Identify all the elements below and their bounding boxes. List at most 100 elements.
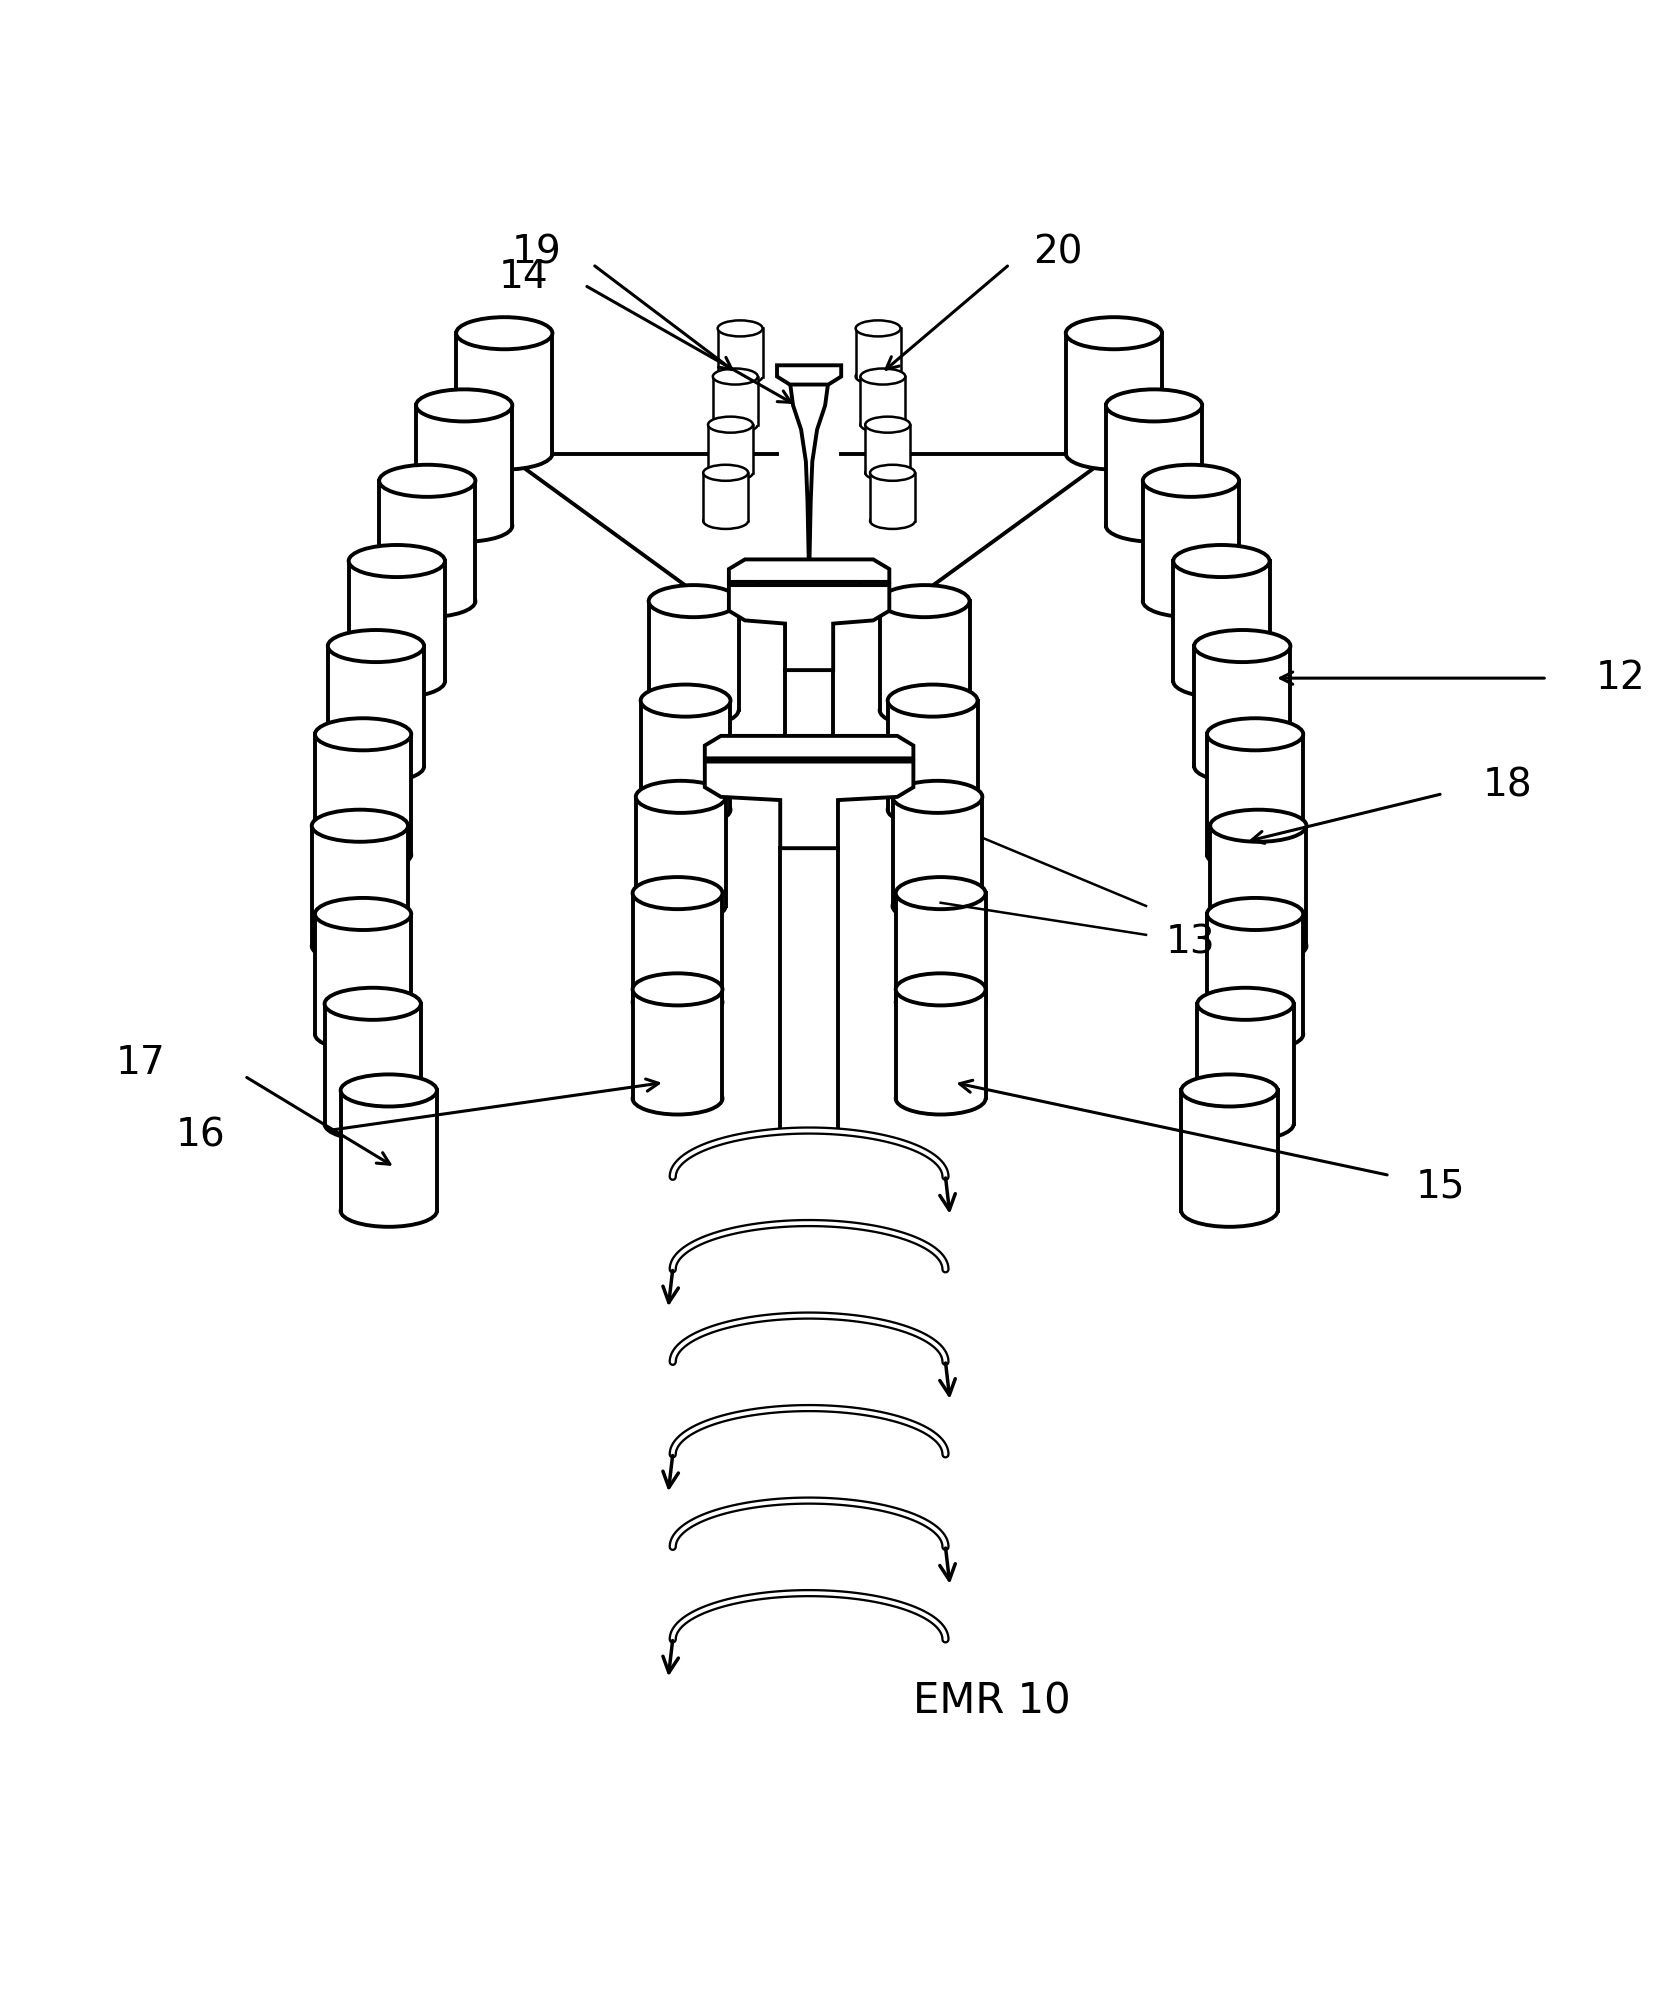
Ellipse shape [1197,1109,1294,1141]
Polygon shape [880,601,970,709]
Polygon shape [311,825,409,947]
Ellipse shape [324,987,420,1019]
Ellipse shape [1106,509,1202,541]
Ellipse shape [649,693,738,725]
Ellipse shape [314,897,410,929]
Ellipse shape [341,1195,437,1227]
Ellipse shape [636,889,725,921]
Polygon shape [1182,1091,1278,1211]
Ellipse shape [1066,318,1162,350]
Ellipse shape [415,390,513,422]
Ellipse shape [314,839,410,871]
Ellipse shape [1197,987,1294,1019]
Ellipse shape [871,466,915,482]
Ellipse shape [640,685,730,717]
Ellipse shape [632,877,723,909]
Polygon shape [1173,561,1269,681]
Text: EMR 10: EMR 10 [914,1680,1071,1722]
Text: 14: 14 [498,258,548,296]
Polygon shape [1210,825,1306,947]
Ellipse shape [892,781,983,813]
Polygon shape [1206,913,1302,1035]
Ellipse shape [1195,751,1291,783]
Ellipse shape [324,1109,420,1141]
Polygon shape [314,735,410,855]
Ellipse shape [1210,809,1306,841]
Polygon shape [895,893,986,1003]
Text: 16: 16 [175,1117,225,1155]
Ellipse shape [632,973,723,1005]
Text: 12: 12 [1595,659,1645,697]
Polygon shape [349,561,445,681]
Polygon shape [1197,1003,1294,1125]
Ellipse shape [892,889,983,921]
Ellipse shape [1066,438,1162,470]
Ellipse shape [314,1019,410,1051]
Ellipse shape [1206,897,1302,929]
Ellipse shape [311,929,409,963]
Ellipse shape [856,368,900,384]
Ellipse shape [861,418,905,434]
Ellipse shape [640,793,730,825]
Ellipse shape [457,318,553,350]
Polygon shape [632,989,723,1099]
Polygon shape [703,474,748,521]
Text: 19: 19 [511,234,561,272]
Polygon shape [328,645,424,767]
Polygon shape [895,989,986,1099]
Ellipse shape [379,585,475,617]
Ellipse shape [349,545,445,577]
Ellipse shape [895,877,986,909]
Ellipse shape [1106,390,1202,422]
Ellipse shape [341,1075,437,1107]
Text: 20: 20 [1033,234,1082,272]
Ellipse shape [1195,629,1291,661]
Ellipse shape [1173,545,1269,577]
Ellipse shape [718,320,763,336]
Polygon shape [789,382,829,579]
Ellipse shape [379,466,475,498]
Ellipse shape [713,368,758,384]
Text: 15: 15 [1415,1167,1465,1205]
Ellipse shape [1182,1075,1278,1107]
Ellipse shape [311,809,409,841]
Ellipse shape [895,987,986,1019]
Polygon shape [457,334,553,454]
Ellipse shape [415,509,513,541]
Polygon shape [640,701,730,809]
Ellipse shape [895,1083,986,1115]
Polygon shape [708,426,753,474]
Text: 18: 18 [1483,767,1533,805]
Ellipse shape [856,320,900,336]
Ellipse shape [880,693,970,725]
Ellipse shape [708,466,753,482]
Ellipse shape [1206,717,1302,751]
Polygon shape [632,893,723,1003]
Ellipse shape [349,665,445,697]
Ellipse shape [866,418,910,434]
Ellipse shape [314,717,410,751]
Polygon shape [861,376,905,426]
Polygon shape [776,366,841,384]
Polygon shape [728,559,889,581]
Ellipse shape [871,513,915,529]
Ellipse shape [861,368,905,384]
Ellipse shape [1182,1195,1278,1227]
Ellipse shape [328,751,424,783]
Ellipse shape [632,1083,723,1115]
Ellipse shape [1144,585,1240,617]
Polygon shape [1144,482,1240,601]
Ellipse shape [1144,466,1240,498]
Polygon shape [892,797,983,905]
Polygon shape [718,328,763,376]
Polygon shape [415,406,513,525]
Polygon shape [1106,406,1202,525]
Ellipse shape [895,973,986,1005]
Polygon shape [636,797,725,905]
Ellipse shape [887,793,978,825]
Ellipse shape [1210,929,1306,963]
Polygon shape [871,474,915,521]
Ellipse shape [703,466,748,482]
Text: 13: 13 [1165,923,1215,961]
Text: 17: 17 [116,1045,166,1083]
